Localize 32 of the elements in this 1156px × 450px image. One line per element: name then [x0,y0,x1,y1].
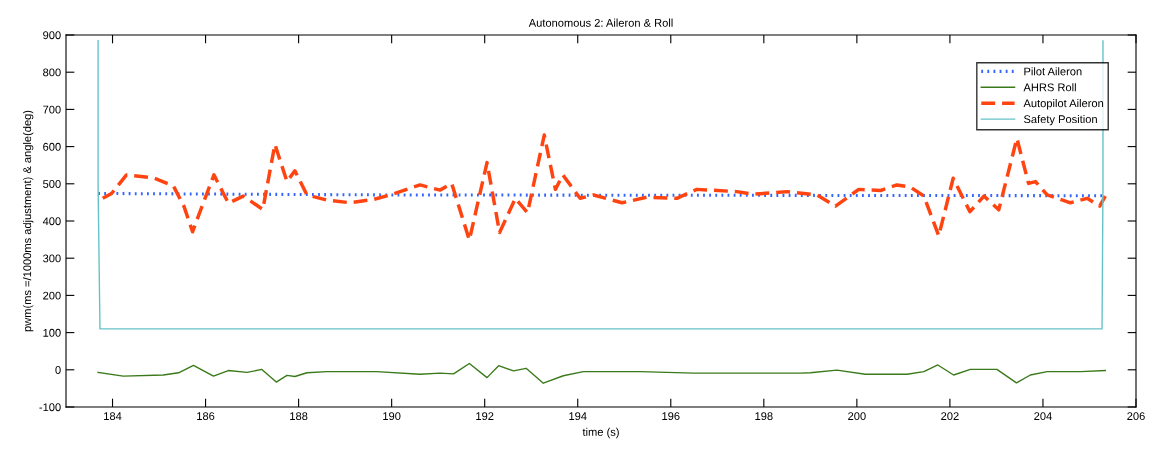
chart-title: Autonomous 2: Aileron & Roll [528,18,673,27]
x-tick-label: 188 [290,412,308,421]
y-tick-label: 100 [43,328,61,337]
x-tick-label: 196 [662,412,680,421]
x-tick-label: 186 [197,412,215,421]
x-tick-label: 202 [941,412,959,421]
x-tick-label: 194 [569,412,587,421]
legend-label: Pilot Aileron [1024,67,1082,76]
y-tick-label: 200 [43,291,61,300]
y-tick-label: 600 [43,142,61,151]
x-tick-label: 200 [848,412,866,421]
x-axis-title: time (s) [582,427,619,439]
y-tick-label: 300 [43,254,61,263]
legend-label: Safety Position [1023,114,1097,126]
y-tick-label: 900 [43,31,61,40]
legend-label: Autopilot Aileron [1023,99,1104,110]
x-tick-label: 206 [1127,412,1145,421]
x-tick-label: 184 [104,412,122,421]
y-tick-label: 700 [43,105,61,114]
y-tick-label: 400 [42,217,61,226]
x-tick-label: 204 [1034,412,1052,421]
y-tick-label: 0 [55,366,61,374]
line-series [97,362,1106,384]
y-tick-label: 500 [43,180,61,188]
legend-label: AHRS Roll [1023,83,1076,92]
x-tick-label: 190 [383,412,401,421]
y-axis-title: pwm(ms =/1000ms adjustment) & angle(deg) [22,110,34,332]
x-tick-label: 198 [755,412,773,421]
y-tick-label: -100 [39,403,61,412]
line-series [97,39,1104,330]
y-tick-label: 800 [43,68,61,77]
x-tick-label: 192 [476,412,494,421]
